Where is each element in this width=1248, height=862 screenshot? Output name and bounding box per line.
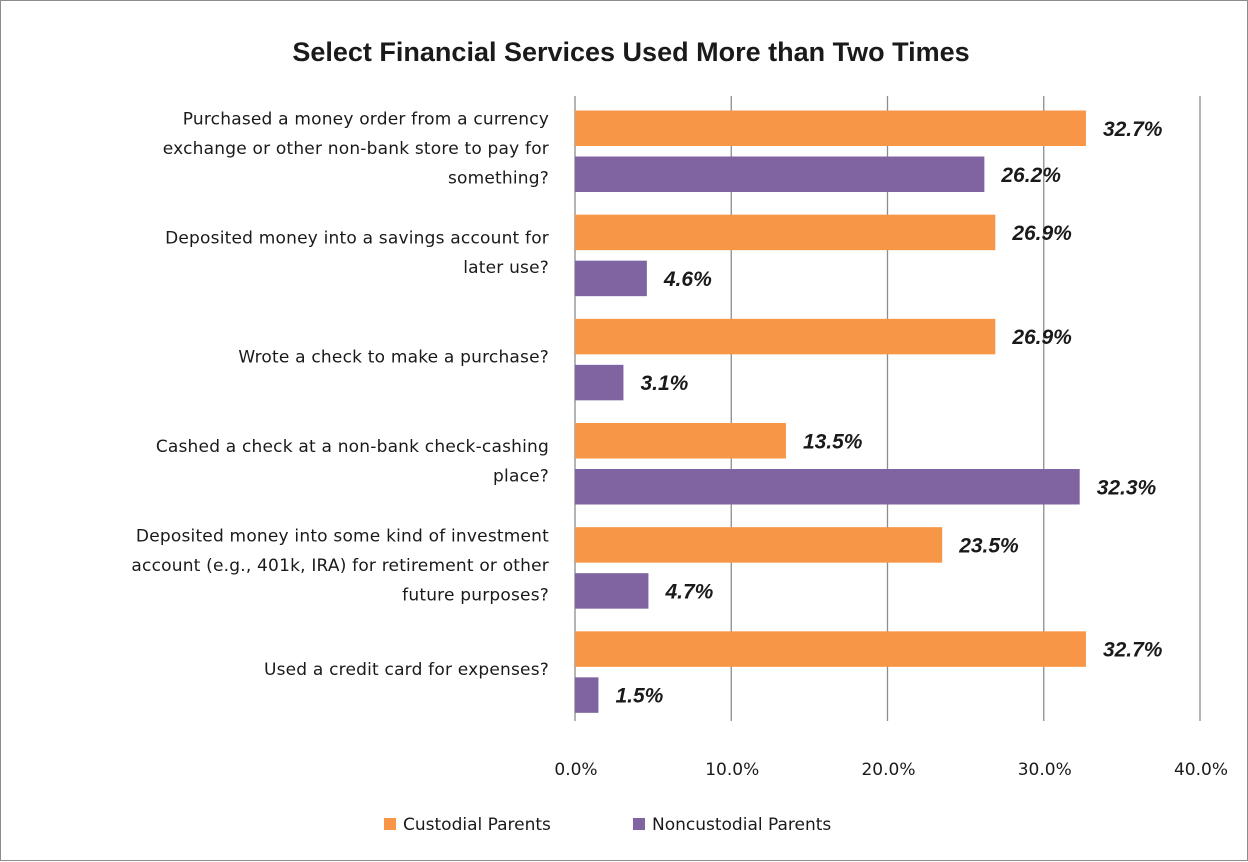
x-axis-ticks: 0.0% 10.0% 20.0% 30.0% 40.0%: [554, 760, 1228, 780]
data-label: 13.5%: [803, 430, 863, 453]
legend-label: Custodial Parents: [403, 815, 551, 835]
data-label: 32.3%: [1097, 476, 1157, 499]
x-tick-label: 10.0%: [705, 760, 759, 780]
data-label: 23.5%: [958, 534, 1019, 557]
x-tick-label: 40.0%: [1174, 760, 1228, 780]
legend-swatch-1: [633, 818, 645, 830]
chart-title: Select Financial Services Used More than…: [292, 37, 969, 67]
data-label: 32.7%: [1103, 118, 1163, 141]
data-label: 4.6%: [663, 268, 712, 291]
bar-custodial-5: [575, 631, 1086, 667]
x-tick-label: 0.0%: [554, 760, 597, 780]
category-labels: Purchased a money order from a currency e…: [131, 110, 549, 680]
data-labels: 32.7% 26.9% 26.9% 13.5% 23.5% 32.7% 26.2% 4.6% 3…: [615, 118, 1162, 708]
bar-noncustodial-2: [575, 364, 624, 401]
legend-swatch-0: [384, 818, 396, 830]
bar-custodial-4: [575, 527, 943, 563]
data-label: 3.1%: [640, 372, 688, 395]
legend: Custodial Parents Noncustodial Parents: [384, 815, 831, 835]
bars: [575, 110, 1086, 713]
data-label: 1.5%: [615, 685, 663, 708]
category-label: Deposited money into a savings account f…: [165, 229, 549, 279]
bar-custodial-2: [575, 318, 996, 355]
bar-noncustodial-4: [575, 573, 649, 609]
data-label: 4.7%: [664, 580, 713, 603]
legend-label: Noncustodial Parents: [652, 815, 831, 835]
data-label: 26.9%: [1011, 222, 1072, 245]
bar-custodial-0: [575, 110, 1086, 146]
category-label: Purchased a money order from a currency e…: [163, 110, 549, 189]
bar-custodial-3: [575, 423, 786, 459]
gridlines: [574, 96, 1201, 721]
data-label: 26.9%: [1011, 326, 1072, 349]
x-tick-label: 20.0%: [861, 760, 915, 780]
category-label: Cashed a check at a non-bank check-cashi…: [156, 437, 549, 487]
category-label: Deposited money into some kind of invest…: [131, 526, 549, 605]
category-label: Used a credit card for expenses?: [264, 660, 549, 680]
bar-noncustodial-0: [575, 156, 985, 192]
bar-custodial-1: [575, 214, 996, 251]
data-label: 32.7%: [1103, 639, 1163, 662]
bar-noncustodial-3: [575, 469, 1080, 505]
bar-noncustodial-5: [575, 677, 599, 713]
bar-noncustodial-1: [575, 260, 647, 297]
x-tick-label: 30.0%: [1018, 760, 1072, 780]
data-label: 26.2%: [1000, 164, 1061, 187]
category-label: Wrote a check to make a purchase?: [238, 347, 549, 367]
